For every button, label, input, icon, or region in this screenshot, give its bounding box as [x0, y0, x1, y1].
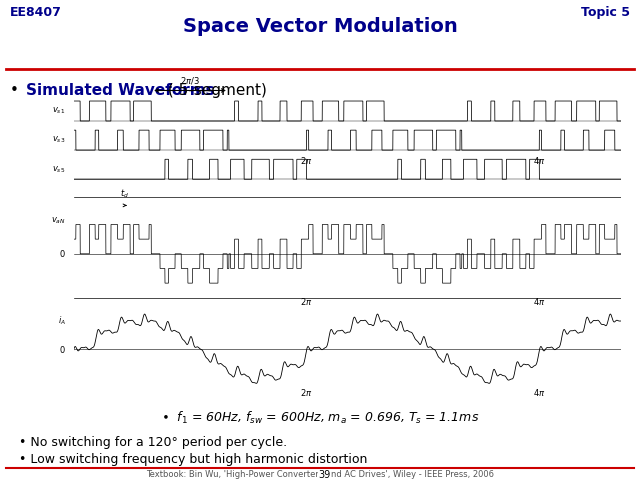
- Text: $2\pi$: $2\pi$: [300, 387, 313, 398]
- Text: •: •: [10, 83, 19, 98]
- Text: $0$: $0$: [59, 344, 65, 355]
- Text: • Low switching frequency but high harmonic distortion: • Low switching frequency but high harmo…: [19, 453, 367, 466]
- Text: $2\pi$: $2\pi$: [300, 155, 313, 166]
- Text: Space Vector Modulation: Space Vector Modulation: [182, 17, 458, 36]
- Text: $\bullet$  $f_1$ = 60Hz, $f_{sw}$ = 600Hz, $m_a$ = 0.696, $T_s$ = 1.1ms: $\bullet$ $f_1$ = 60Hz, $f_{sw}$ = 600Hz…: [161, 409, 479, 426]
- Text: $2\pi/3$: $2\pi/3$: [180, 75, 200, 86]
- Text: $4\pi$: $4\pi$: [533, 387, 545, 398]
- Text: EE8407: EE8407: [10, 6, 61, 19]
- Text: $v_{s1}$: $v_{s1}$: [52, 106, 65, 116]
- Text: $0$: $0$: [59, 248, 65, 259]
- Text: $t_d$: $t_d$: [120, 188, 129, 200]
- Text: $v_{s5}$: $v_{s5}$: [52, 164, 65, 175]
- Text: Topic 5: Topic 5: [581, 6, 630, 19]
- Text: $i_A$: $i_A$: [58, 314, 65, 327]
- Text: ( 5-segment): ( 5-segment): [163, 83, 267, 98]
- Text: 39: 39: [318, 469, 331, 480]
- Text: Simulated Waveforms: Simulated Waveforms: [26, 83, 214, 98]
- Text: $v_{aN}$: $v_{aN}$: [51, 216, 65, 226]
- Text: $4\pi$: $4\pi$: [533, 155, 545, 166]
- Text: $2\pi$: $2\pi$: [300, 296, 313, 307]
- Text: Textbook: Bin Wu, 'High-Power Converters and AC Drives', Wiley - IEEE Press, 200: Textbook: Bin Wu, 'High-Power Converters…: [146, 469, 494, 479]
- Text: • No switching for a 120° period per cycle.: • No switching for a 120° period per cyc…: [19, 436, 287, 449]
- Text: $4\pi$: $4\pi$: [533, 296, 545, 307]
- Text: $v_{s3}$: $v_{s3}$: [52, 135, 65, 145]
